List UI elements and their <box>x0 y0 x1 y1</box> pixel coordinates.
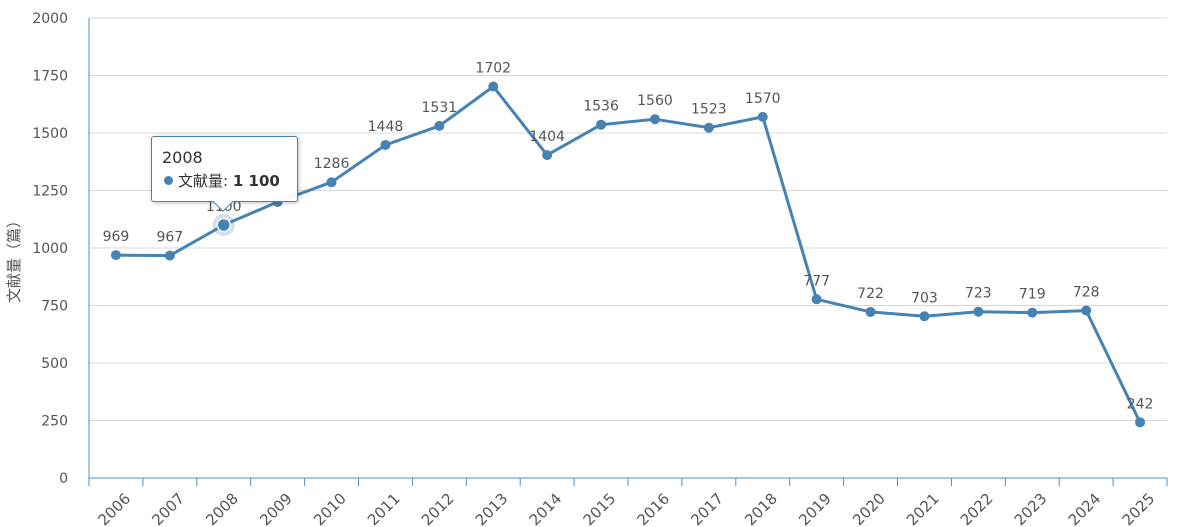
x-tick-2021: 2021 <box>903 490 943 527</box>
x-tick-2022: 2022 <box>957 490 997 527</box>
tooltip-row: 文献量: 1 100 <box>164 170 280 191</box>
x-tick-2024: 2024 <box>1065 490 1105 527</box>
data-label-2016: 1560 <box>637 93 673 109</box>
y-tick-1000: 1000 <box>32 241 68 257</box>
x-tick-2023: 2023 <box>1011 490 1051 527</box>
data-label-2024: 728 <box>1073 285 1100 301</box>
grid-lines <box>89 17 1167 421</box>
data-label-2013: 1702 <box>475 61 511 77</box>
data-label-2017: 1523 <box>691 102 727 118</box>
x-tick-2019: 2019 <box>795 490 835 527</box>
y-tick-500: 500 <box>41 356 68 372</box>
data-point-2023 <box>1027 307 1038 318</box>
x-tick-2018: 2018 <box>741 490 781 527</box>
x-tick-2012: 2012 <box>418 490 458 527</box>
tooltip: 2008 文献量: 1 100 <box>151 136 298 212</box>
data-label-2025: 242 <box>1127 396 1154 412</box>
tooltip-value: 1 100 <box>232 172 280 190</box>
data-label-2023: 719 <box>1019 287 1046 303</box>
data-point-2010 <box>326 177 337 188</box>
data-label-2021: 703 <box>911 290 938 306</box>
x-tick-2008: 2008 <box>202 490 242 527</box>
x-tick-2011: 2011 <box>364 490 404 527</box>
y-tick-2000: 2000 <box>32 11 68 27</box>
data-label-2011: 1448 <box>368 119 404 135</box>
y-axis-label: 文献量（篇） <box>5 213 23 303</box>
x-tick-2014: 2014 <box>526 490 566 527</box>
tooltip-year: 2008 <box>162 148 203 167</box>
x-tick-2020: 2020 <box>849 490 889 527</box>
x-tick-2017: 2017 <box>687 490 727 527</box>
data-point-2015 <box>596 119 607 130</box>
tooltip-series-name: 文献量 <box>178 172 224 190</box>
data-point-2013 <box>488 81 499 92</box>
x-tick-2016: 2016 <box>633 490 673 527</box>
data-point-2018 <box>757 111 768 122</box>
data-point-2011 <box>380 139 391 150</box>
data-point-2016 <box>649 114 660 125</box>
data-label-2018: 1570 <box>745 91 781 107</box>
y-tick-250: 250 <box>41 414 68 430</box>
x-tick-2007: 2007 <box>148 490 188 527</box>
data-label-2020: 722 <box>857 286 884 302</box>
data-label-2007: 967 <box>156 230 183 246</box>
y-tick-1500: 1500 <box>32 126 68 142</box>
data-point-2020 <box>865 306 876 317</box>
y-tick-1250: 1250 <box>32 184 68 200</box>
x-tick-labels: 2006 2007 2008 2009 2010 2011 2012 2013 2014 2015… <box>94 490 1158 527</box>
y-tick-0: 0 <box>59 471 68 487</box>
x-tick-2010: 2010 <box>310 490 350 527</box>
x-tick-2013: 2013 <box>472 490 512 527</box>
data-point-2017 <box>703 122 714 133</box>
y-tick-750: 750 <box>41 299 68 315</box>
x-tick-2015: 2015 <box>580 490 620 527</box>
axes <box>88 18 1168 486</box>
data-label-2012: 1531 <box>422 100 458 116</box>
data-point-2006 <box>110 250 121 261</box>
data-point-2024 <box>1081 305 1092 316</box>
data-label-2006: 969 <box>103 229 130 245</box>
x-tick-2025: 2025 <box>1119 490 1159 527</box>
tooltip-separator: : <box>223 172 233 190</box>
data-point-2012 <box>434 120 445 131</box>
data-label-2015: 1536 <box>583 99 619 115</box>
data-labels: 9699671100128614481531170214041536156015… <box>103 61 1154 413</box>
data-label-2010: 1286 <box>314 156 350 172</box>
y-tick-1750: 1750 <box>32 69 68 85</box>
x-tick-2006: 2006 <box>94 490 134 527</box>
data-point-2007 <box>164 250 175 261</box>
data-point-2025 <box>1135 417 1146 428</box>
series-marker-icon <box>164 176 173 185</box>
data-point-2008 <box>216 217 231 233</box>
data-point-2019 <box>811 294 822 305</box>
data-point-2021 <box>919 311 930 322</box>
x-tick-2009: 2009 <box>256 490 296 527</box>
data-point-2022 <box>973 306 984 317</box>
data-point-2014 <box>542 150 553 161</box>
data-label-2014: 1404 <box>529 129 565 145</box>
data-label-2019: 777 <box>803 273 830 289</box>
y-tick-labels: 0 250 500 750 1000 1250 1500 1750 2000 <box>32 11 68 487</box>
data-label-2022: 723 <box>965 286 992 302</box>
